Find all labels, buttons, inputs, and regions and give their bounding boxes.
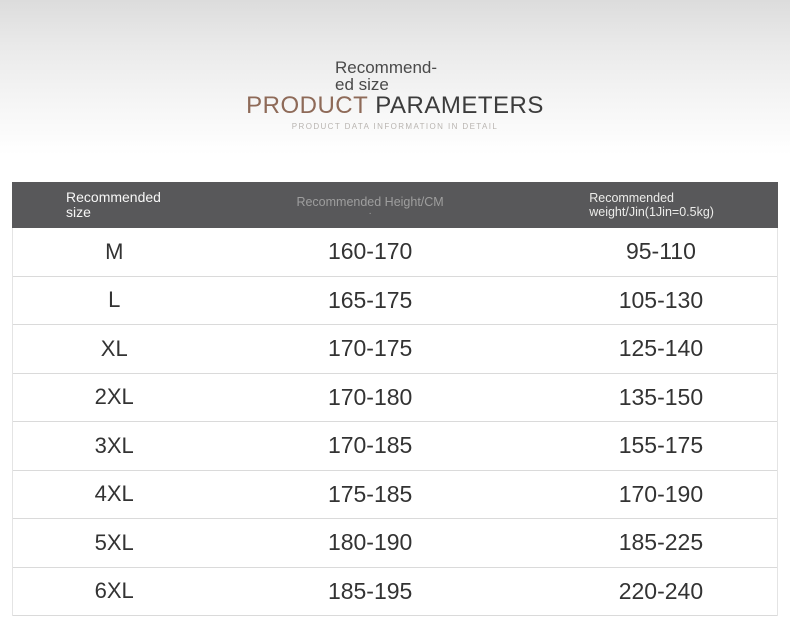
table-row: 2XL 170-180 135-150 (13, 374, 777, 422)
cell-size: M (105, 238, 124, 264)
cell-weight: 135-150 (618, 383, 704, 410)
cell-size: 2XL (94, 384, 134, 410)
cell-weight: 155-175 (618, 432, 704, 459)
header-cell-weight: Recommended weight/Jin(1Jin=0.5kg) (525, 182, 778, 228)
cell-weight: 105-130 (618, 286, 704, 313)
cell-weight: 170-190 (618, 480, 704, 507)
table-body: M 160-170 95-110 L 165-175 105-130 XL 17… (12, 228, 778, 616)
page-title-accent: PRODUCT (246, 92, 369, 119)
cell-size: XL (100, 335, 128, 361)
table-row: 5XL 180-190 185-225 (13, 519, 777, 568)
table-row: L 165-175 105-130 (13, 277, 777, 325)
header-cell-height: Recommended Height/CM . (215, 182, 525, 228)
cell-weight: 220-240 (618, 577, 704, 604)
cell-height: 170-175 (327, 335, 413, 362)
recommended-size-label: Recommend- ed size (335, 58, 438, 94)
cell-height: 160-170 (327, 238, 413, 265)
table-row: 3XL 170-185 155-175 (13, 422, 777, 471)
header-cell-weight-text: Recommended weight/Jin(1Jin=0.5kg) (589, 191, 714, 219)
cell-weight: 95-110 (625, 238, 696, 265)
hero-gradient-background (0, 0, 790, 155)
page-title-rest: PARAMETERS (375, 92, 544, 119)
page-title: PRODUCT PARAMETERS (0, 93, 790, 119)
cell-height: 165-175 (327, 286, 413, 313)
cell-height: 185-195 (327, 577, 413, 604)
size-table: Recommended size Recommended Height/CM .… (12, 182, 778, 616)
cell-size: 4XL (94, 481, 134, 507)
table-header: Recommended size Recommended Height/CM .… (12, 182, 778, 228)
cell-height: 170-180 (327, 383, 413, 410)
cell-height: 170-185 (327, 432, 413, 459)
cell-size: 5XL (94, 529, 134, 555)
cell-size: 3XL (94, 432, 134, 458)
table-row: M 160-170 95-110 (13, 228, 777, 277)
table-row: XL 170-175 125-140 (13, 325, 777, 374)
cell-weight: 125-140 (618, 335, 704, 362)
cell-height: 180-190 (327, 529, 413, 556)
cell-size: 6XL (94, 578, 134, 604)
page-subtitle: PRODUCT DATA INFORMATION IN DETAIL (291, 122, 499, 131)
header-cell-height-dot: . (368, 206, 372, 217)
table-row: 4XL 175-185 170-190 (13, 471, 777, 519)
header-cell-size-text: Recommended size (66, 189, 161, 220)
table-row: 6XL 185-195 220-240 (13, 568, 777, 616)
cell-size: L (108, 287, 121, 313)
cell-weight: 185-225 (618, 529, 704, 556)
header-cell-size: Recommended size (12, 182, 215, 228)
cell-height: 175-185 (327, 480, 413, 507)
header-cell-height-text: Recommended Height/CM (296, 195, 444, 209)
